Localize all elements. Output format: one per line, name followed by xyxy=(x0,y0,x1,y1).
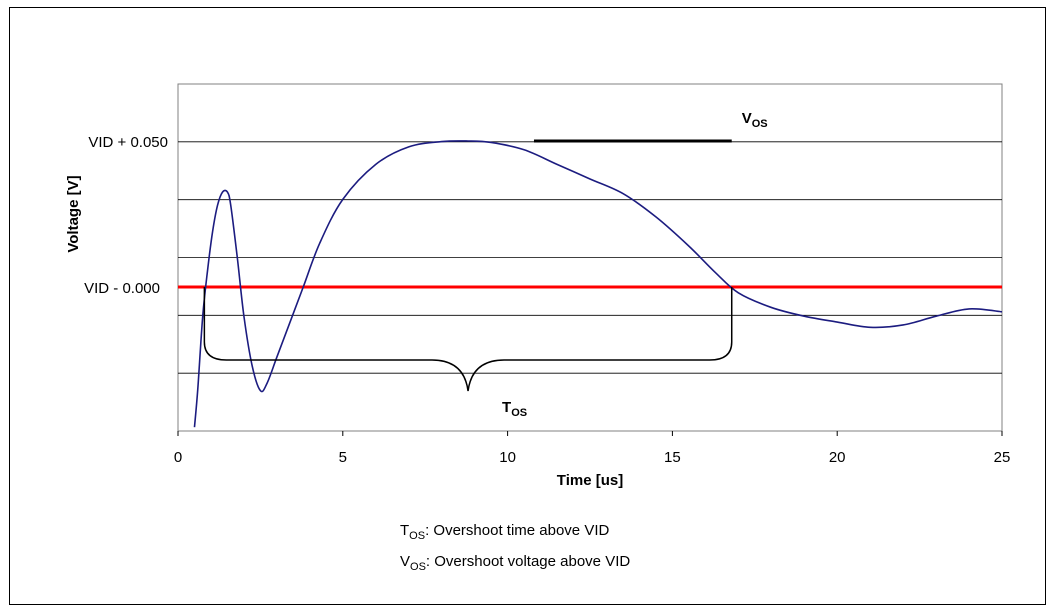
tos-brace xyxy=(203,287,733,392)
x-tick-label: 20 xyxy=(829,449,846,466)
tos-label: TOS xyxy=(502,399,527,419)
x-tick-label: 10 xyxy=(499,449,516,466)
vos-label: VOS xyxy=(742,110,768,130)
legend-note-tos: TOS: Overshoot time above VID xyxy=(400,522,609,542)
x-tick-label: 25 xyxy=(994,449,1011,466)
x-tick-label: 0 xyxy=(174,449,182,466)
y-tick-label-vid: VID - 0.000 xyxy=(84,280,160,297)
x-ticks: 0 5 10 15 20 25 xyxy=(174,431,1011,466)
y-axis-title: Voltage [V] xyxy=(65,175,82,252)
legend-note-vos: VOS: Overshoot voltage above VID xyxy=(400,553,630,573)
voltage-series-line xyxy=(193,140,1003,428)
y-tick-label-upper: VID + 0.050 xyxy=(88,134,168,151)
x-tick-label: 5 xyxy=(339,449,347,466)
x-axis-title: Time [us] xyxy=(557,472,623,489)
x-tick-label: 15 xyxy=(664,449,681,466)
chart-frame xyxy=(9,7,1046,605)
grid-lines xyxy=(178,141,1002,374)
